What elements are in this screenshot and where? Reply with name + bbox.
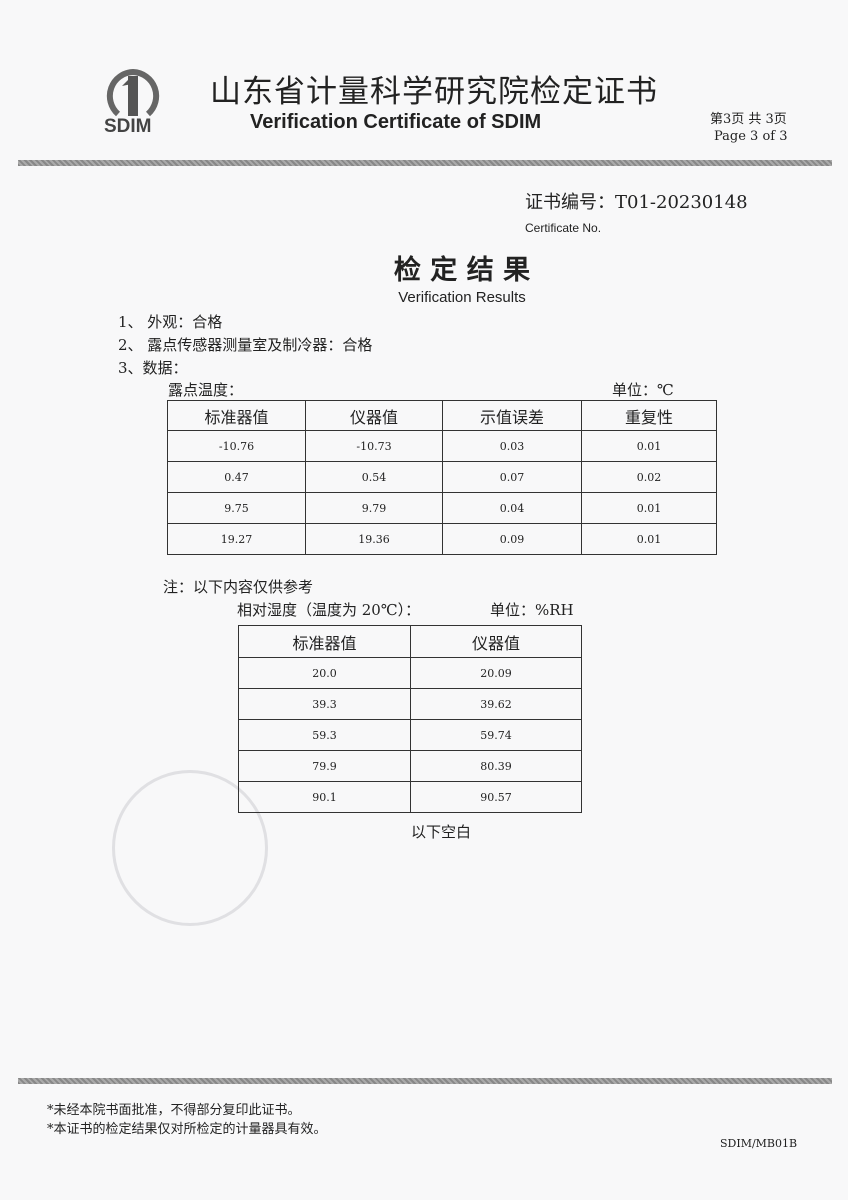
- cell: 0.01: [581, 492, 717, 524]
- column-header: 标准器值: [167, 400, 306, 431]
- item-data: 3、数据：: [118, 359, 188, 377]
- column-header: 仪器值: [305, 400, 443, 431]
- footer-note: *未经本院书面批准，不得部分复印此证书。: [47, 1103, 301, 1118]
- sdim-logo-icon: [106, 68, 160, 117]
- table-row: 90.1 90.57: [238, 781, 582, 813]
- page-number-cn: 第3页 共 3页: [710, 112, 787, 127]
- table-row: 59.3 59.74: [238, 719, 582, 751]
- table-row: 9.75 9.79 0.04 0.01: [167, 492, 717, 524]
- cell: -10.76: [167, 430, 306, 462]
- cell: 20.0: [238, 657, 411, 689]
- column-header: 仪器值: [410, 625, 582, 658]
- section-title-en: Verification Results: [398, 289, 526, 306]
- title-en: Verification Certificate of SDIM: [250, 111, 542, 133]
- certificate-number: 证书编号：T01-20230148: [525, 188, 748, 214]
- cell: 9.75: [167, 492, 306, 524]
- certificate-value: T01-20230148: [615, 192, 748, 213]
- cell: 59.74: [410, 719, 582, 751]
- cell: 0.03: [442, 430, 582, 462]
- table-row: 39.3 39.62: [238, 688, 582, 720]
- table-header-row: 标准器值 仪器值 示值误差 重复性: [167, 400, 717, 431]
- cell: 19.36: [305, 523, 443, 555]
- table-row: -10.76 -10.73 0.03 0.01: [167, 430, 717, 462]
- cell: 90.57: [410, 781, 582, 813]
- certificate-label: 证书编号：: [525, 192, 615, 213]
- table-row: 0.47 0.54 0.07 0.02: [167, 461, 717, 493]
- embossed-seal: [112, 770, 268, 926]
- cell: 59.3: [238, 719, 411, 751]
- dewpoint-unit: 单位：℃: [612, 381, 674, 399]
- cell: -10.73: [305, 430, 443, 462]
- cell: 0.09: [442, 523, 582, 555]
- dewpoint-table: 标准器值 仪器值 示值误差 重复性 -10.76 -10.73 0.03 0.01 0…: [167, 400, 717, 555]
- table-row: 20.0 20.09: [238, 657, 582, 689]
- column-header: 标准器值: [238, 625, 411, 658]
- cell: 0.01: [581, 430, 717, 462]
- item-sensor: 2、 露点传感器测量室及制冷器：合格: [118, 336, 373, 354]
- end-mark: 以下空白: [410, 823, 471, 841]
- humidity-table: 标准器值 仪器值 20.0 20.09 39.3 39.62 59.3 59.74 7…: [238, 625, 582, 813]
- section-title-cn: 检 定 结 果: [393, 255, 531, 286]
- cell: 80.39: [410, 750, 582, 782]
- page-number-en: Page 3 of 3: [714, 129, 788, 144]
- cell: 0.54: [305, 461, 443, 493]
- dewpoint-caption: 露点温度：: [168, 381, 244, 399]
- title-cn: 山东省计量科学研究院检定证书: [210, 74, 658, 110]
- cell: 0.07: [442, 461, 582, 493]
- cell: 9.79: [305, 492, 443, 524]
- item-appearance: 1、 外观：合格: [118, 313, 223, 331]
- logo-text: SDIM: [104, 116, 152, 137]
- column-header: 重复性: [581, 400, 717, 431]
- table-row: 19.27 19.36 0.09 0.01: [167, 523, 717, 555]
- cell: 0.02: [581, 461, 717, 493]
- humidity-caption: 相对湿度（温度为 20℃）：: [237, 601, 421, 619]
- cell: 39.3: [238, 688, 411, 720]
- cell: 20.09: [410, 657, 582, 689]
- cell: 90.1: [238, 781, 411, 813]
- cell: 0.01: [581, 523, 717, 555]
- table-row: 79.9 80.39: [238, 750, 582, 782]
- cell: 19.27: [167, 523, 306, 555]
- cell: 0.04: [442, 492, 582, 524]
- table-header-row: 标准器值 仪器值: [238, 625, 582, 658]
- footer-divider: [18, 1078, 832, 1084]
- humidity-unit: 单位：%RH: [490, 601, 574, 619]
- cell: 79.9: [238, 750, 411, 782]
- form-code: SDIM/MB01B: [720, 1137, 798, 1150]
- cell: 0.47: [167, 461, 306, 493]
- column-header: 示值误差: [442, 400, 582, 431]
- header-divider: [18, 160, 832, 166]
- footer-note: *本证书的检定结果仅对所检定的计量器具有效。: [47, 1122, 327, 1137]
- cell: 39.62: [410, 688, 582, 720]
- certificate-label-en: Certificate No.: [525, 221, 602, 235]
- reference-note: 注：以下内容仅供参考: [163, 578, 314, 596]
